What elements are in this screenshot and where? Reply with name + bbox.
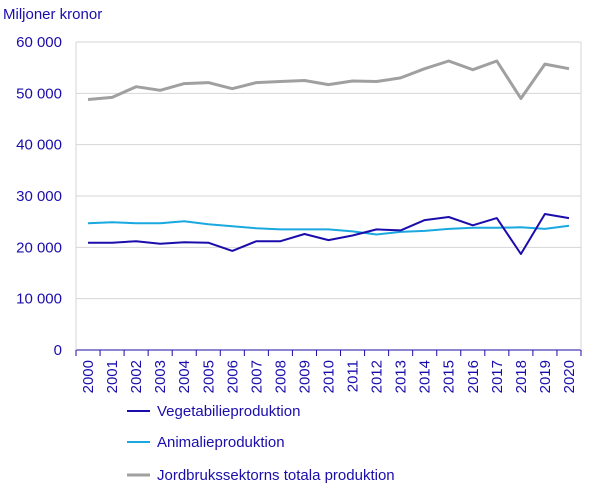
x-tick-label: 2009 — [296, 360, 313, 393]
x-tick-label: 2019 — [537, 360, 554, 393]
x-tick-label: 2000 — [80, 360, 97, 393]
x-tick-label: 2007 — [248, 360, 265, 393]
x-axis — [75, 42, 582, 356]
x-tick-label: 2013 — [393, 360, 410, 393]
legend-label-2: Animalieproduktion — [157, 434, 285, 451]
legend-label-1: Vegetabilieproduktion — [157, 403, 300, 420]
series-line-3 — [87, 59, 570, 101]
legend-label-3: Jordbrukssektorns totala produktion — [157, 467, 395, 484]
x-tick-label: 2018 — [513, 360, 530, 393]
x-tick-label: 2005 — [200, 360, 217, 393]
y-tick-label: 30 000 — [16, 188, 62, 205]
series-lines — [87, 59, 570, 255]
series-line-1 — [88, 213, 570, 255]
y-tick-label: 40 000 — [16, 137, 62, 154]
x-tick-label: 2003 — [152, 360, 169, 393]
x-tick-label: 2020 — [561, 360, 578, 393]
x-tick-label: 2001 — [104, 360, 121, 393]
x-tick-label: 2016 — [465, 360, 482, 393]
y-axis-title: Miljoner kronor — [3, 6, 102, 23]
x-tick-label: 2010 — [321, 360, 338, 393]
x-tick-label: 2004 — [176, 360, 193, 393]
x-tick-label: 2012 — [369, 360, 386, 393]
y-tick-label: 0 — [54, 342, 62, 359]
y-tick-label: 50 000 — [16, 85, 62, 102]
series-line-2 — [87, 220, 570, 236]
legend: Vegetabilieproduktion Animalieproduktion J… — [127, 403, 395, 484]
x-tick-label: 2014 — [417, 360, 434, 393]
gridlines — [76, 41, 581, 300]
y-tick-label: 20 000 — [16, 239, 62, 256]
x-tick-label: 2015 — [441, 360, 458, 393]
y-tick-label: 60 000 — [16, 34, 62, 51]
x-tick-label: 2002 — [128, 360, 145, 393]
y-tick-label: 10 000 — [16, 291, 62, 308]
x-tick-label: 2011 — [345, 360, 362, 392]
x-tick-label: 2017 — [489, 360, 506, 393]
x-tick-label: 2006 — [224, 360, 241, 393]
x-tick-labels: 2000 2001 2002 2003 2004 2005 2006 2007 2008 2009… — [80, 360, 578, 393]
y-tick-labels: 0 10 000 20 000 30 000 40 000 50 000 60 000 — [16, 34, 62, 359]
x-tick-label: 2008 — [272, 360, 289, 393]
